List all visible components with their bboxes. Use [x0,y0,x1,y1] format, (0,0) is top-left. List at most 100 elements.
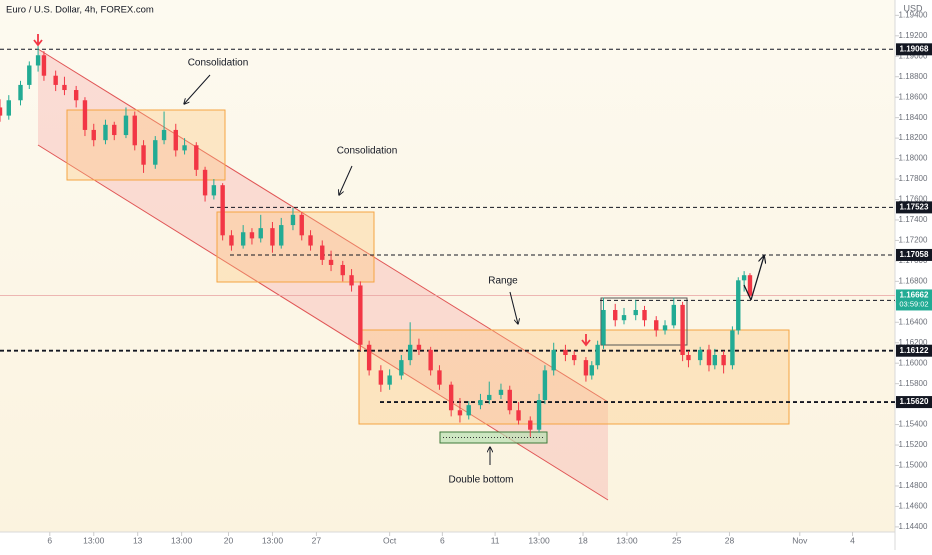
x-tick-label: 20 [224,535,234,545]
y-tick-label: 1.17600 [899,195,928,204]
candle-body [320,245,325,260]
candle-body [18,84,23,101]
x-tick-label: 13 [133,535,143,545]
x-tick-label: 25 [672,535,682,545]
candle-body [249,232,255,239]
candle-body [349,275,354,286]
candle-body [62,84,67,91]
candle-body [211,185,217,196]
y-tick-label: 1.19000 [899,51,928,60]
candle-body [730,330,735,366]
x-tick-label: 13:00 [262,535,284,545]
candle-body [416,344,422,350]
candle-body [654,320,659,331]
y-tick-label: 1.18800 [899,72,928,81]
candle-body [53,75,58,85]
candle-body [229,235,234,246]
level-badge [896,43,932,56]
candle-body [621,315,627,321]
y-tick-label: 1.18000 [899,154,928,163]
candle-body [366,344,372,371]
x-tick-label: Oct [383,535,397,545]
x-tick-label: 18 [578,535,588,545]
level-badge [896,201,932,214]
level-label: 1.17523 [900,202,929,211]
candle-body [27,65,32,85]
signal-arrow [581,334,591,347]
channel-upper [37,48,609,403]
candle-body [583,360,589,376]
candle-body [407,344,413,361]
x-tick-label: 13:00 [616,535,638,545]
candle-body [153,140,158,165]
annotation: Range [488,276,518,287]
current-price-label: 1.16662 [900,291,929,300]
signal-arrow [33,34,43,47]
candle-body [542,370,548,401]
y-tick-label: 1.19400 [899,10,928,19]
y-tick-label: 1.16000 [899,358,928,367]
candle-body [258,228,263,239]
candle-body [642,309,647,321]
candle-body [290,214,296,226]
candle-body [41,55,47,76]
candle-body [141,145,146,165]
candle-body [112,124,117,136]
candle-body [536,400,542,430]
y-tick-label: 1.17400 [899,215,928,224]
candle-body [132,115,137,146]
candle-body [595,344,600,366]
x-tick-label: 28 [725,535,735,545]
candle-body [712,355,718,366]
candle-body [478,400,483,406]
candle-body [736,280,741,331]
candle-body [378,370,384,385]
arrow [509,291,518,324]
candle-body [686,355,691,361]
candle-body [507,389,512,411]
candle-body [697,349,703,361]
candle-body [35,55,41,66]
candle-body [741,275,747,281]
candle-body [387,375,392,385]
candle-body [487,394,492,401]
level-label: 1.19068 [900,44,929,53]
y-tick-label: 1.17800 [899,174,928,183]
candle-body [6,100,11,116]
y-tick-label: 1.16400 [899,317,928,326]
y-tick-label: 1.15000 [899,461,928,470]
candle-body [563,349,568,356]
candle-body [516,410,521,421]
x-tick-label: 13:00 [83,535,105,545]
candle-body [194,145,199,170]
y-tick-label: 1.15200 [899,440,928,449]
current-price-badge [896,289,932,311]
y-tick-label: 1.14600 [899,502,928,511]
candle-body [123,115,129,136]
candle-body [551,349,556,371]
candle-body [270,228,275,246]
candle-body [721,355,726,366]
candle-body [82,100,88,130]
candle-body [299,214,304,236]
candle-body [662,325,668,331]
candle-body [706,349,712,366]
candle-body [671,304,677,326]
double-bottom-box [439,431,548,444]
candle-body [680,304,685,356]
candle-body [466,405,471,416]
candle-body [161,129,167,141]
candle-body [613,309,618,321]
countdown: 03:59:02 [899,299,928,308]
y-tick-label: 1.15800 [899,379,928,388]
y-tick-label: 1.18200 [899,133,928,142]
level-label: 1.15620 [900,397,929,406]
x-tick-label: 27 [312,535,322,545]
candle-body [279,225,284,246]
candle-body [91,129,96,141]
projection-arrow [750,256,764,301]
candle-body [448,384,454,411]
candle-body [428,349,433,371]
